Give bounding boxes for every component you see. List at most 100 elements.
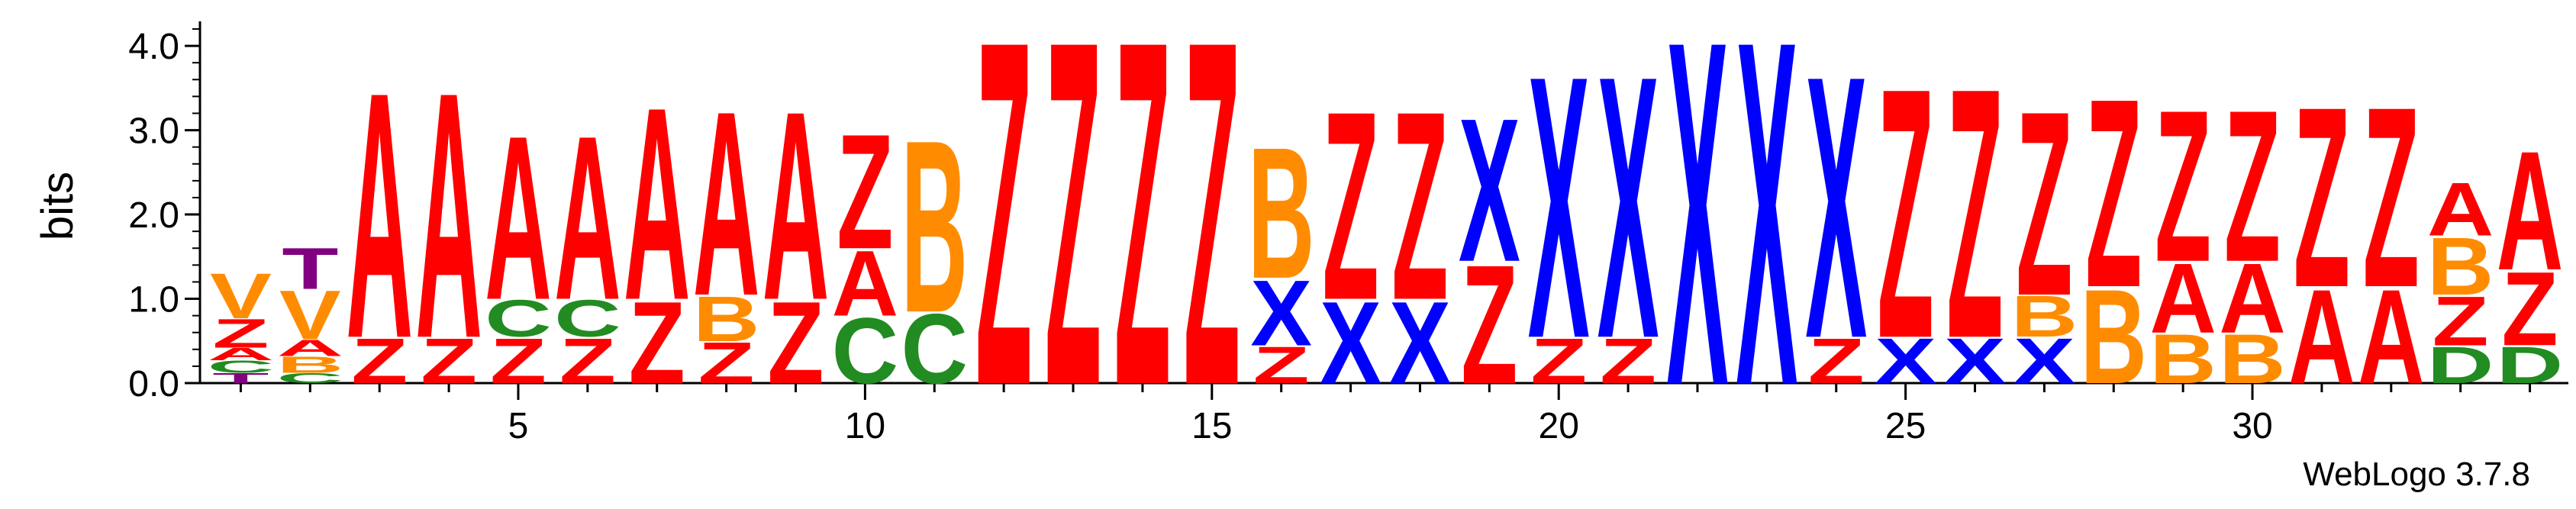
logo-letter-Z: Z [629, 278, 685, 408]
logo-letter-D: D [2427, 336, 2494, 395]
logo-letter-B: B [1248, 109, 1315, 318]
logo-letter-A: A [2149, 243, 2217, 354]
logo-column: XZ [1944, 15, 2006, 414]
logo-letter-Z: Z [212, 311, 269, 356]
logo-letter-A: A [277, 335, 344, 361]
logo-letter-Z: Z [2433, 282, 2489, 360]
logo-letter-Z: Z [2224, 66, 2281, 308]
logo-letter-B: B [901, 89, 969, 364]
logo-column: ZX [1598, 0, 1659, 417]
logo-column: ZA [415, 19, 482, 411]
logo-letter-A: A [762, 55, 830, 356]
logo-letter-B: B [2081, 262, 2148, 412]
x-tick-label: 30 [2232, 406, 2272, 446]
logo-letter-C: C [554, 289, 621, 348]
logo-column: X [1667, 0, 1729, 488]
logo-letter-Z: Z [1600, 325, 1656, 398]
logo-letter-Z: Z [1114, 0, 1171, 488]
logo-letter-Z: Z [1391, 55, 1448, 356]
logo-letter-C: C [208, 357, 275, 377]
logo-letter-A: A [832, 231, 899, 336]
logo-column: Z [1045, 0, 1101, 488]
logo-letter-X: X [1320, 278, 1381, 408]
logo-letter-A: A [415, 19, 482, 411]
logo-letter-Z: Z [2502, 250, 2558, 368]
logo-letter-V: V [279, 276, 341, 355]
logo-column: ZCA [485, 88, 552, 397]
logo-column: ZX [1805, 0, 1867, 417]
logo-letter-Z: Z [767, 278, 824, 408]
logo-letter-X: X [1528, 0, 1590, 417]
logo-letter-Z: Z [1530, 325, 1587, 398]
logo-letter-Z: Z [1808, 325, 1865, 398]
logo-column: XZ [1389, 55, 1451, 408]
logo-letter-A: A [2219, 243, 2286, 354]
logo-column: AZ [2288, 53, 2355, 413]
logo-letter-C: C [485, 289, 552, 348]
logo-column: ZXB [1248, 109, 1315, 394]
logo-letter-Z: Z [559, 325, 616, 398]
logo-column: Z [1114, 0, 1171, 488]
logo-letter-A: A [346, 19, 413, 411]
logo-letter-Z: Z [1253, 336, 1310, 395]
logo-letter-B: B [277, 352, 344, 378]
logo-column: ZBA [693, 56, 760, 396]
logo-letter-X: X [1944, 325, 2006, 398]
logo-column: Z [1184, 0, 1240, 488]
logo-column: BAZ [2149, 66, 2217, 398]
logo-letter-A: A [2497, 116, 2564, 305]
logo-column: ZX [1528, 0, 1590, 417]
logo-letter-Z: Z [2016, 56, 2072, 351]
logo-letter-A: A [2288, 262, 2355, 412]
logo-column: XZ [1875, 15, 1936, 414]
logo-letter-X: X [1667, 0, 1729, 488]
logo-letter-X: X [1736, 0, 1797, 488]
logo-letter-C: C [277, 371, 344, 386]
logo-letter-A: A [2427, 167, 2494, 252]
logo-letter-Z: Z [2155, 66, 2211, 308]
logo-column: BAZ [2219, 66, 2286, 398]
logo-column: AZ [2358, 53, 2425, 413]
y-axis: 0.0 1.0 2.0 3.0 4.0 [128, 21, 202, 404]
logo-letter-C: C [832, 298, 899, 403]
logo-letter-X: X [1805, 0, 1867, 417]
logo-letter-D: D [2497, 336, 2564, 395]
logo-letter-B: B [2427, 221, 2494, 312]
logo-letter-C: C [901, 293, 969, 404]
logo-letter-Z: Z [698, 330, 755, 395]
x-tick-label: 15 [1191, 406, 1232, 446]
logo-letter-B: B [2011, 284, 2078, 349]
y-axis-label: bits [33, 172, 82, 240]
logo-letter-X: X [1875, 325, 1936, 398]
logo-letter-A: A [554, 88, 621, 349]
logo-letter-Z: Z [2085, 42, 2142, 343]
logo-letter-Z: Z [351, 325, 408, 398]
logo-column: XZ [1320, 55, 1381, 408]
logo-letter-A: A [693, 56, 760, 351]
logo-letter-A: A [624, 50, 691, 359]
logo-letter-Z: Z [1461, 230, 1517, 419]
logo-column: BZ [2081, 42, 2148, 412]
y-tick-label: 2.0 [128, 195, 179, 236]
logo-letter-T: T [212, 371, 269, 386]
x-tick-label: 5 [508, 406, 529, 446]
logo-letter-V: V [210, 260, 272, 333]
x-tick-label: 10 [845, 406, 885, 446]
logo-letter-Z: Z [421, 325, 477, 398]
logo-letter-B: B [2149, 320, 2217, 398]
logo-column: ZA [346, 19, 413, 411]
logo-letter-Z: Z [2294, 53, 2350, 341]
logo-letter-Z: Z [490, 325, 546, 398]
x-axis: 5 10 15 20 25 30 [200, 382, 2568, 446]
y-tick-label: 1.0 [128, 280, 179, 321]
logo-column: XBZ [2011, 56, 2078, 398]
logo-letter-X: X [1459, 76, 1520, 304]
logo-column: DZA [2497, 116, 2564, 395]
logo-column: CB [901, 89, 969, 404]
logo-letter-Z: Z [1946, 15, 2003, 414]
logo-letter-A: A [208, 345, 275, 365]
logo-letter-Z: Z [1878, 15, 1934, 414]
